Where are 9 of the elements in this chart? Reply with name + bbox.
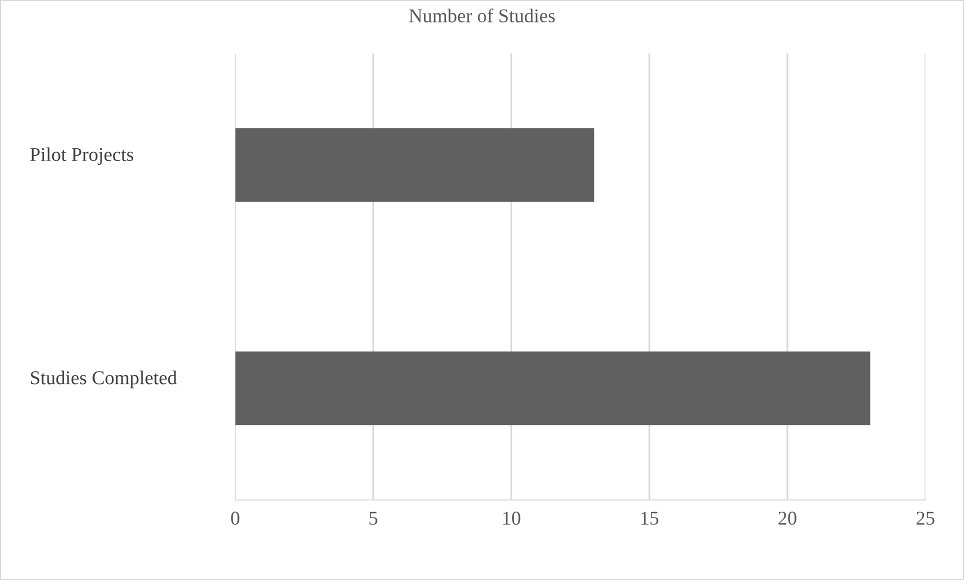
x-tick-label: 15 [641,512,658,525]
x-tick-label: 20 [778,512,796,525]
x-tick-label: 5 [370,512,378,525]
x-tick-label: 10 [503,512,520,525]
y-tick-label: Pilot Projects [30,147,134,166]
chart-title: Number of Studies [409,8,555,22]
y-tick-label: Studies Completed [30,370,177,388]
x-tick-label: 0 [231,512,240,525]
x-tick-label: 25 [916,512,934,525]
